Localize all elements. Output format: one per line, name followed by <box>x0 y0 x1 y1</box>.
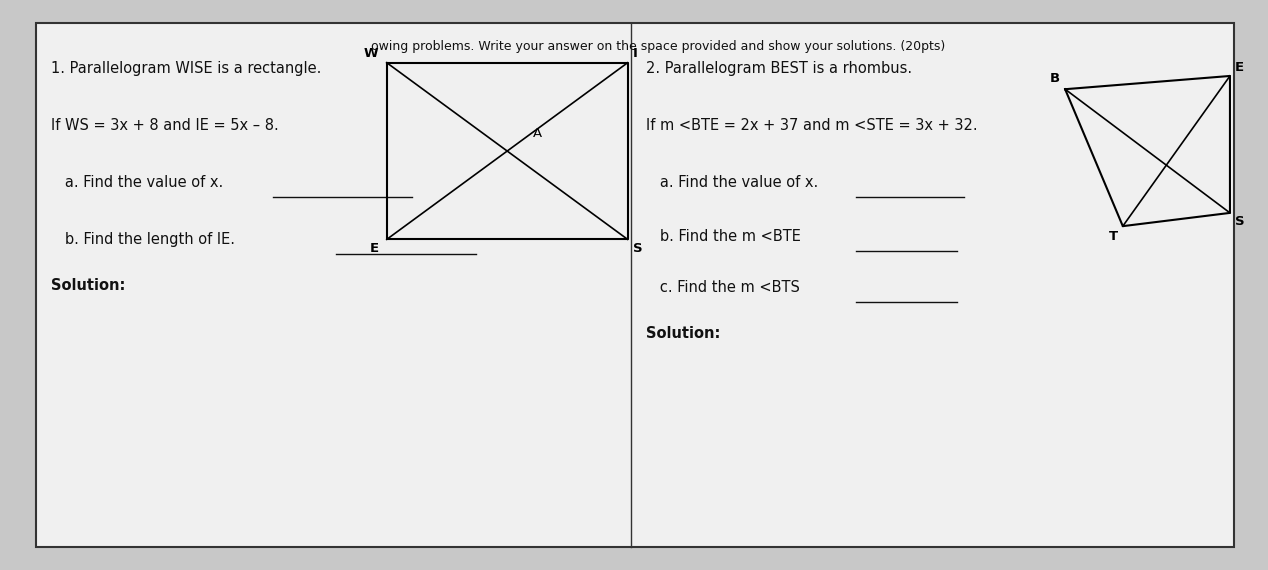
Text: c. Find the m <BTS: c. Find the m <BTS <box>647 280 800 295</box>
Text: owing problems. Write your answer on the space provided and show your solutions.: owing problems. Write your answer on the… <box>372 40 946 53</box>
Text: E: E <box>1235 61 1244 74</box>
Text: Solution:: Solution: <box>647 326 720 341</box>
Text: a. Find the value of x.: a. Find the value of x. <box>647 175 819 190</box>
Text: B: B <box>1050 72 1060 86</box>
Text: A: A <box>533 127 541 140</box>
Text: 2. Parallelogram BEST is a rhombus.: 2. Parallelogram BEST is a rhombus. <box>647 61 913 76</box>
Text: T: T <box>1108 230 1118 243</box>
Text: b. Find the m <BTE: b. Find the m <BTE <box>647 229 801 244</box>
Text: Solution:: Solution: <box>51 278 126 292</box>
Text: I: I <box>633 47 638 60</box>
Text: E: E <box>369 242 379 255</box>
Text: S: S <box>1235 215 1244 228</box>
Text: 1. Parallelogram WISE is a rectangle.: 1. Parallelogram WISE is a rectangle. <box>51 61 321 76</box>
Text: b. Find the length of IE.: b. Find the length of IE. <box>51 232 235 247</box>
Text: a. Find the value of x.: a. Find the value of x. <box>51 175 223 190</box>
FancyBboxPatch shape <box>36 23 1234 547</box>
Text: If m <BTE = 2x + 37 and m <STE = 3x + 32.: If m <BTE = 2x + 37 and m <STE = 3x + 32… <box>647 118 978 133</box>
Text: S: S <box>633 242 642 255</box>
Text: W: W <box>364 47 379 60</box>
Text: If WS = 3x + 8 and IE = 5x – 8.: If WS = 3x + 8 and IE = 5x – 8. <box>51 118 279 133</box>
